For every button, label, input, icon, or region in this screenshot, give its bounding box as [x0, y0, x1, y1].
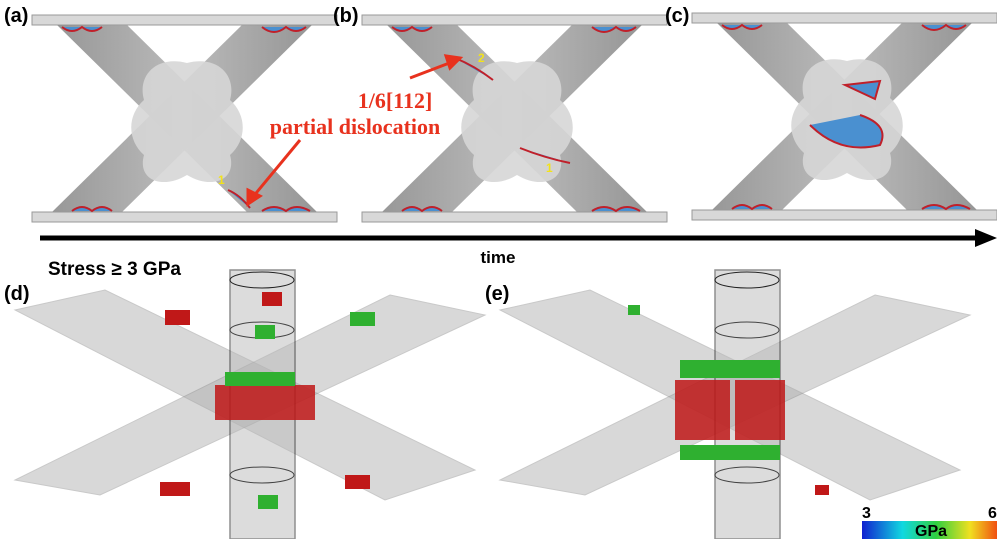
dislocation-label: partial dislocation	[270, 114, 441, 139]
panel-label: (c)	[665, 5, 689, 27]
panel-label: (a)	[4, 5, 28, 27]
stress-label: Stress ≥ 3 GPa	[48, 259, 181, 280]
colorbar-max: 6	[988, 505, 997, 522]
time-arrowhead	[975, 229, 997, 247]
marker: 2	[478, 51, 485, 65]
panel-label: (e)	[485, 283, 509, 305]
panel-label: (d)	[4, 283, 30, 305]
burgers-vector: 1/6[112]	[358, 88, 433, 113]
marker: 1	[546, 161, 553, 175]
colorbar-min: 3	[862, 505, 871, 522]
panel-c-image	[692, 13, 997, 220]
marker: 1	[218, 173, 225, 187]
colorbar-unit: GPa	[915, 523, 947, 539]
time-label: time	[481, 248, 516, 267]
panel-label: (b)	[333, 5, 359, 27]
figure: (a) (b) (c) 1/6[112] partial dislocation…	[0, 0, 997, 539]
